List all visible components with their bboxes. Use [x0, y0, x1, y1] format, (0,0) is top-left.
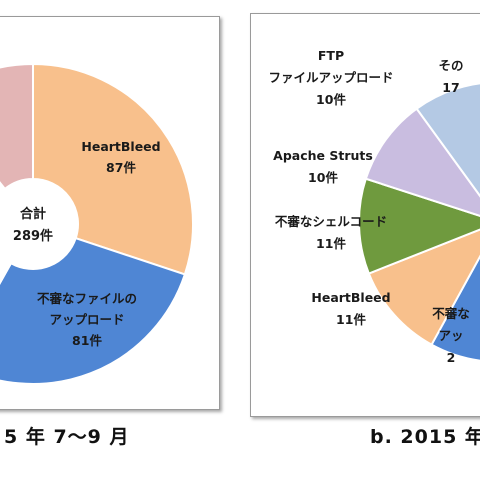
slice-b-3	[367, 228, 480, 347]
slice-b-5	[364, 107, 480, 217]
caption-a: 5 年 7～9 月	[4, 426, 130, 448]
slice-label-b-4: 不審なシェルコード 11件	[275, 214, 387, 251]
slice-label-b-3: HeartBleed 11件	[311, 290, 390, 327]
slice-a-1	[0, 236, 187, 385]
slice-label-a-0: HeartBleed 87件	[81, 139, 160, 175]
slice-b-4	[358, 177, 480, 275]
slice-b-2	[430, 254, 480, 362]
chart-panel-a: HeartBleed87件不審なファイルのアップロード81件他件合計289件	[0, 16, 220, 410]
slice-label-b-5: Apache Struts 10件	[273, 148, 373, 185]
slice-a-0	[32, 62, 194, 276]
slice-a-2	[0, 181, 13, 285]
chart-panel-b: その 17 不審なアッ 2 HeartBleed 11件 不審なシェルコード 11件 Apach…	[250, 13, 480, 417]
slice-label-a-1: 不審なファイルのアップロード 81件	[37, 291, 137, 348]
pie-chart-b: その 17 不審なアッ 2 HeartBleed 11件 不審なシェルコード 11件 Apach…	[268, 48, 480, 365]
donut-chart-a: HeartBleed87件不審なファイルのアップロード81件他件合計289件	[0, 62, 194, 385]
slice-label-b-2: 不審なアッ 2	[432, 306, 470, 365]
caption-b: b. 2015 年	[370, 426, 480, 448]
slice-a-3	[0, 62, 34, 191]
slice-b-6	[415, 82, 480, 198]
slice-label-b-6: FTP ファイルアップロード 10件	[268, 48, 393, 107]
total-label-a: 合計 289件	[13, 206, 53, 244]
slice-label-b-0: その 17	[438, 58, 463, 95]
